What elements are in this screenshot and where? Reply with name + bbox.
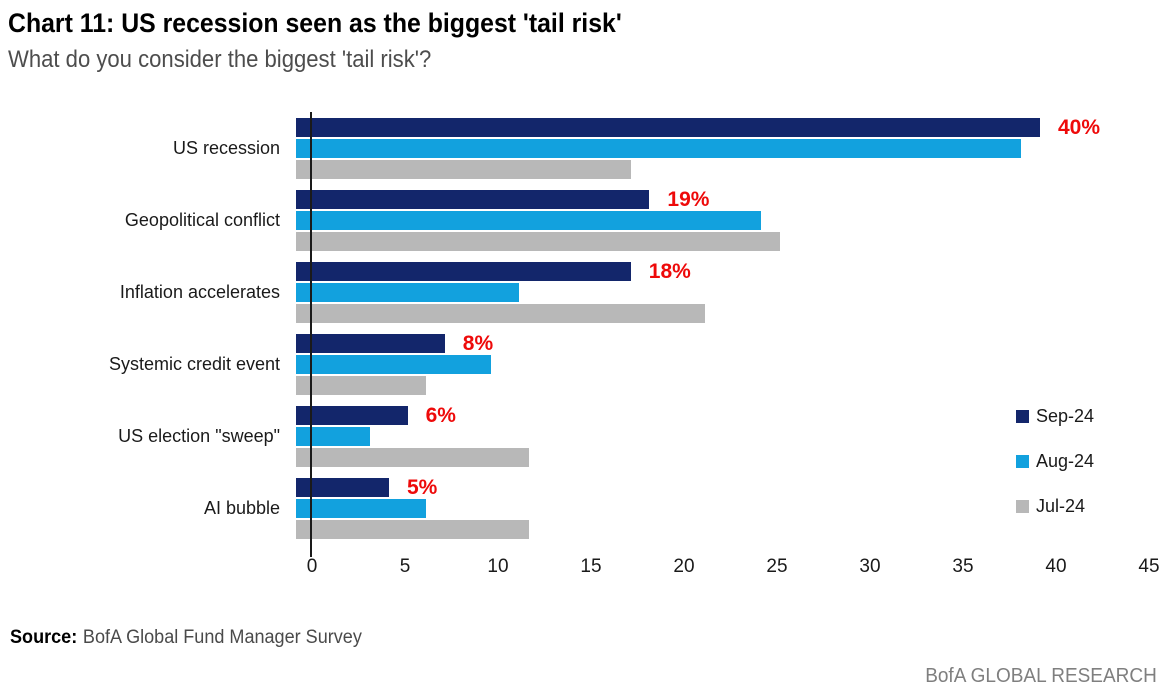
bar-sep-24 (296, 118, 1040, 137)
data-label: 6% (425, 404, 456, 427)
x-tick-label: 45 (1138, 556, 1160, 577)
bar-aug-24 (296, 355, 492, 374)
x-tick-label: 30 (859, 556, 881, 577)
x-axis-ticks: 0 5 10 15 20 25 30 35 40 45 (307, 556, 1160, 582)
legend: Sep-24 Aug-24 Jul-24 (1016, 406, 1095, 516)
bar-jul-24 (296, 376, 427, 395)
x-tick-label: 5 (399, 556, 411, 577)
category-label: Geopolitical conflict (124, 210, 280, 230)
bar-row (296, 520, 1133, 539)
category-group-systemic-credit-event: Systemic credit event 8% (0, 332, 1149, 406)
bar-row (296, 376, 1133, 395)
bars-block: 6% (296, 404, 1133, 478)
bar-row (296, 304, 1133, 323)
x-tick-label: 20 (673, 556, 695, 577)
legend-swatch-sep-24 (1016, 410, 1029, 423)
data-label: 19% (667, 188, 710, 211)
x-tick-label: 15 (580, 556, 602, 577)
bar-aug-24 (296, 427, 371, 446)
legend-item-sep-24: Sep-24 (1016, 406, 1095, 426)
category-group-ai-bubble: AI bubble 5% (0, 476, 1149, 550)
category-group-geopolitical-conflict: Geopolitical conflict 19% (0, 188, 1149, 262)
category-label: Systemic credit event (108, 354, 280, 374)
bars-block: 5% (296, 476, 1133, 550)
bar-row: 40% (296, 116, 1133, 139)
data-label: 18% (648, 260, 691, 283)
bar-sep-24 (296, 478, 389, 497)
chart-title: Chart 11: US recession seen as the bigge… (8, 8, 622, 38)
category-label: US election "sweep" (118, 426, 280, 446)
category-label: AI bubble (203, 498, 280, 518)
legend-swatch-jul-24 (1016, 500, 1029, 513)
bar-row (296, 232, 1133, 251)
bar-row (296, 448, 1133, 467)
category-group-us-recession: US recession 40% (0, 116, 1149, 190)
brand-footer: BofA GLOBAL RESEARCH (925, 665, 1157, 687)
bar-row (296, 427, 1133, 446)
x-tick-label: 40 (1045, 556, 1067, 577)
x-tick-label: 10 (487, 556, 509, 577)
x-tick-label: 25 (766, 556, 788, 577)
bars-block: 40% (296, 116, 1133, 190)
bar-jul-24 (296, 160, 631, 179)
bar-jul-24 (296, 448, 529, 467)
bar-row: 5% (296, 476, 1133, 499)
bar-sep-24 (296, 190, 650, 209)
data-label: 5% (407, 476, 438, 499)
y-axis-line (310, 112, 312, 557)
data-label: 8% (462, 332, 494, 355)
bar-sep-24 (296, 334, 445, 353)
category-group-inflation-accelerates: Inflation accelerates 18% (0, 260, 1149, 334)
data-label: 40% (1058, 116, 1101, 139)
legend-item-aug-24: Aug-24 (1016, 451, 1095, 471)
bar-row (296, 499, 1133, 518)
bars-block: 19% (296, 188, 1133, 262)
bars-block: 18% (296, 260, 1133, 334)
bar-aug-24 (296, 211, 761, 230)
legend-item-jul-24: Jul-24 (1016, 496, 1094, 516)
chart-subtitle: What do you consider the biggest 'tail r… (8, 46, 432, 73)
bar-sep-24 (296, 406, 408, 425)
bar-row (296, 160, 1133, 179)
bars-block: 8% (296, 332, 1133, 406)
source-line: Source: BofA Global Fund Manager Survey (10, 627, 362, 649)
category-label: Inflation accelerates (119, 282, 280, 302)
bar-jul-24 (296, 520, 529, 539)
bar-row (296, 211, 1133, 230)
legend-label: Jul-24 (1036, 496, 1086, 516)
bar-row: 19% (296, 188, 1133, 211)
category-group-us-election-sweep-: US election "sweep" 6% (0, 404, 1149, 478)
bar-sep-24 (296, 262, 631, 281)
bar-aug-24 (296, 499, 427, 518)
legend-label: Aug-24 (1036, 451, 1095, 471)
bar-aug-24 (296, 283, 520, 302)
bar-row: 8% (296, 332, 1133, 355)
x-tick-label: 0 (306, 556, 318, 577)
category-label: US recession (172, 138, 280, 158)
bar-row (296, 139, 1133, 158)
source-label: Source: (10, 627, 78, 648)
x-tick-label: 35 (952, 556, 974, 577)
bar-aug-24 (296, 139, 1022, 158)
source-text: BofA Global Fund Manager Survey (82, 627, 362, 648)
bar-row: 18% (296, 260, 1133, 283)
legend-label: Sep-24 (1036, 406, 1095, 426)
bar-row: 6% (296, 404, 1133, 427)
bar-row (296, 283, 1133, 302)
bar-jul-24 (296, 232, 780, 251)
bar-row (296, 355, 1133, 374)
bar-jul-24 (296, 304, 706, 323)
legend-swatch-aug-24 (1016, 455, 1029, 468)
plot-area: US recession 40% Geopolitical conflict 19% I… (0, 112, 1149, 557)
